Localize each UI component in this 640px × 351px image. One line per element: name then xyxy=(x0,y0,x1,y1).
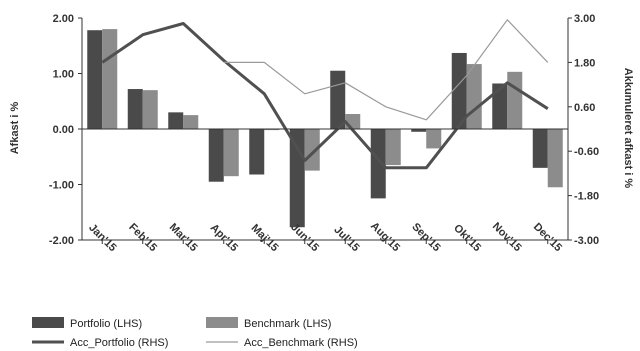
bar-portfolio-0 xyxy=(87,30,103,129)
x-tick-label-9: Okt'15 xyxy=(451,222,483,254)
line-acc-portfolio xyxy=(101,22,549,170)
bar-portfolio-7 xyxy=(370,129,386,199)
line-acc-benchmark xyxy=(223,19,549,121)
legend: Portfolio (LHS) Benchmark (LHS) Acc_Port… xyxy=(32,317,358,349)
bar-portfolio-11 xyxy=(532,129,548,168)
y-right-tick-label-3: -0.60 xyxy=(574,146,599,158)
x-tick-label-10: Nov'15 xyxy=(490,220,524,254)
bar-portfolio-2 xyxy=(168,112,184,129)
bar-benchmark-4 xyxy=(264,129,280,131)
y-right-tick-label-4: -1.80 xyxy=(574,191,599,203)
y-left-tick-label-4: -2.00 xyxy=(49,235,74,247)
bar-benchmark-11 xyxy=(547,129,563,188)
x-ticks: Jan'15 Feb'15 Mar'15 Apr'15 Maj'15 Jun'15 Jul'… xyxy=(86,220,564,254)
y-left-tick-label-2: 0.00 xyxy=(53,124,74,136)
bar-portfolio-4 xyxy=(249,129,265,175)
bar-portfolio-10 xyxy=(492,83,508,129)
legend-label-benchmark: Benchmark (LHS) xyxy=(244,318,331,330)
bar-benchmark-3 xyxy=(223,129,239,177)
x-tick-label-11: Dec'15 xyxy=(531,221,564,254)
lines-layer xyxy=(101,19,549,170)
y-right-tick-label-0: 3.00 xyxy=(574,13,595,25)
bar-benchmark-5 xyxy=(304,129,320,171)
left-ticks: 2.00 1.00 0.00 -1.00 -2.00 xyxy=(49,13,82,247)
bar-portfolio-8 xyxy=(411,129,427,132)
legend-label-acc-portfolio: Acc_Portfolio (RHS) xyxy=(70,337,168,349)
y-left-tick-label-0: 2.00 xyxy=(53,13,74,25)
bar-portfolio-6 xyxy=(330,70,346,129)
y-right-tick-label-5: -3.00 xyxy=(574,235,599,247)
x-tick-label-7: Aug'15 xyxy=(368,220,402,254)
x-tick-label-3: Apr'15 xyxy=(208,222,240,254)
bar-portfolio-3 xyxy=(208,129,224,182)
x-tick-label-1: Feb'15 xyxy=(126,221,159,254)
bar-benchmark-2 xyxy=(183,115,199,129)
y-right-axis-title: Akkumuleret afkast i % xyxy=(622,68,634,189)
legend-label-portfolio: Portfolio (LHS) xyxy=(70,318,142,330)
x-tick-label-6: Jul'15 xyxy=(331,224,361,254)
right-ticks: 3.00 1.80 0.60 -0.60 -1.80 -3.00 xyxy=(568,13,599,247)
bar-benchmark-7 xyxy=(385,129,401,166)
y-left-axis-title: Afkast i % xyxy=(9,101,21,154)
x-tick-label-8: Sep'15 xyxy=(409,221,442,254)
bar-portfolio-5 xyxy=(289,129,305,228)
legend-swatch-benchmark xyxy=(206,317,238,328)
bar-benchmark-10 xyxy=(507,71,523,129)
bar-benchmark-0 xyxy=(102,29,118,130)
bar-benchmark-8 xyxy=(426,129,442,149)
y-left-tick-label-1: 1.00 xyxy=(53,69,74,81)
bars-layer xyxy=(87,29,563,228)
x-tick-label-2: Mar'15 xyxy=(167,221,200,254)
y-right-tick-label-1: 1.80 xyxy=(574,57,595,69)
bar-benchmark-9 xyxy=(466,64,482,129)
legend-label-acc-benchmark: Acc_Benchmark (RHS) xyxy=(244,337,358,349)
y-right-tick-label-2: 0.60 xyxy=(574,102,595,114)
legend-swatch-portfolio xyxy=(32,317,64,328)
y-left-tick-label-3: -1.00 xyxy=(49,180,74,192)
bar-benchmark-1 xyxy=(142,90,158,129)
x-tick-label-4: Maj'15 xyxy=(249,222,281,254)
axes-layer xyxy=(81,18,569,241)
bar-portfolio-9 xyxy=(451,52,467,130)
bar-benchmark-6 xyxy=(345,114,361,129)
bar-portfolio-1 xyxy=(127,89,143,129)
x-tick-label-0: Jan'15 xyxy=(86,222,118,254)
